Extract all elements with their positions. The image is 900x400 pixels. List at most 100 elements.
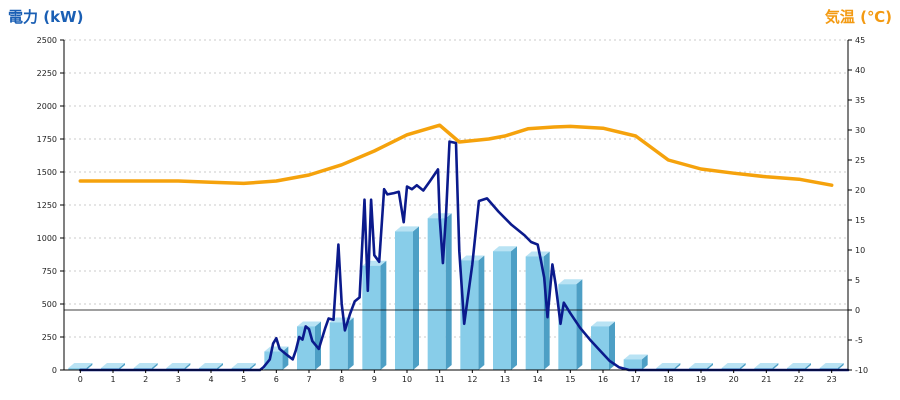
x-tick-label: 10 [402,375,412,384]
series-lines [78,123,850,372]
power-bar [591,321,615,370]
x-tick-label: 5 [241,375,246,384]
power-bar-top [199,363,223,369]
power-bar-top [525,251,550,257]
x-tick-label: 8 [339,375,344,384]
axes [60,39,852,373]
power-bar-top [133,363,158,369]
power-bar-side [641,354,648,370]
power-bar-top [623,354,648,360]
power-bar-front [329,322,348,370]
x-tick-label: 18 [663,375,673,384]
temperature-line [78,123,834,187]
left-tick-label: 1000 [37,234,57,243]
power-bar-top [493,246,517,252]
power-bar-side [739,363,746,370]
right-tick-label: 5 [855,276,860,285]
power-bar-top [297,321,321,327]
right-tick-label: 10 [855,246,865,255]
power-bar [395,226,419,370]
power-bar-side [478,255,485,370]
power-bar-front [297,326,315,370]
right-tick-label: 40 [855,66,865,75]
right-tick-label: 25 [855,156,865,165]
power-bar [362,260,387,370]
x-tick-label: 4 [208,375,213,384]
power-bars [68,213,844,370]
tick-labels: 02505007501000125015001750200022502500-1… [37,36,868,384]
power-bar-front [493,251,511,370]
right-tick-label: 45 [855,36,865,45]
power-bar-front [264,351,283,370]
x-tick-label: 20 [729,375,739,384]
power-bar [623,354,648,370]
power-bar-side [347,317,354,370]
power-bar-front [460,260,479,370]
power-bar-front [623,359,642,370]
power-bar-side [707,363,713,370]
power-bar-top [395,226,419,232]
power-bar-top [558,279,583,285]
left-axis-title: 電力 (kW) [8,8,83,26]
x-tick-label: 13 [500,375,510,384]
left-tick-label: 1250 [37,201,57,210]
right-tick-label: 0 [855,306,860,315]
left-tick-label: 750 [42,267,57,276]
power-bar-side [837,363,844,370]
x-tick-label: 15 [565,375,575,384]
power-bar-side [445,213,452,370]
power-bar-top [68,363,93,369]
power-bar-side [380,260,387,370]
left-tick-label: 500 [42,300,57,309]
power-bar-front [525,256,544,370]
right-tick-label: 20 [855,186,865,195]
power-bar-side [413,226,419,370]
power-bar-side [249,363,256,370]
right-tick-label: 35 [855,96,865,105]
x-tick-label: 6 [274,375,279,384]
power-bar-top [101,363,125,369]
power-bar-top [591,321,615,327]
x-tick-label: 16 [598,375,608,384]
power-bar-top [787,363,811,369]
power-bar-front [362,265,381,370]
gridlines [64,39,848,338]
power-bar-top [689,363,713,369]
x-tick-label: 21 [761,375,771,384]
x-tick-label: 2 [143,375,148,384]
power-bar-side [805,363,811,370]
left-tick-label: 250 [42,333,57,342]
right-axis-title: 気温 (℃) [825,8,892,26]
power-bar-top [166,363,191,369]
power-bar-side [674,363,681,370]
x-tick-label: 3 [176,375,181,384]
power-bar [493,246,517,370]
x-tick-label: 12 [467,375,477,384]
power-bar [427,213,452,370]
x-tick-label: 0 [78,375,83,384]
power-bar-front [395,231,413,370]
power-bar-front [558,284,577,370]
x-tick-label: 23 [827,375,837,384]
x-tick-label: 11 [435,375,445,384]
power-bar [329,317,354,370]
x-tick-label: 1 [110,375,115,384]
power-bar-side [86,363,93,370]
x-tick-label: 14 [533,375,543,384]
x-tick-label: 19 [696,375,706,384]
left-tick-label: 1500 [37,168,57,177]
power-bar-top [721,363,746,369]
right-tick-label: -5 [855,336,863,345]
left-tick-label: 2500 [37,36,57,45]
x-tick-label: 9 [372,375,377,384]
left-tick-label: 2250 [37,69,57,78]
power-bar-top [819,363,844,369]
power-bar-side [511,246,517,370]
power-bar-top [231,363,256,369]
x-tick-label: 17 [631,375,641,384]
power-bar-side [119,363,125,370]
power-bar-front [591,326,609,370]
power-bar-top [656,363,681,369]
right-tick-label: 15 [855,216,865,225]
